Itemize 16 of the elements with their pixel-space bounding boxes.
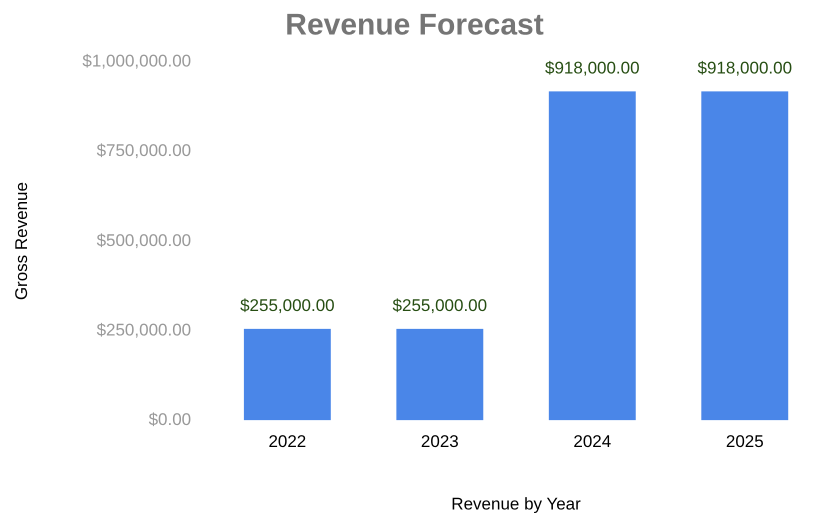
y-tick-label: $750,000.00 [96, 141, 192, 160]
y-tick-label: $1,000,000.00 [82, 52, 192, 71]
x-axis-title: Revenue by Year [451, 494, 582, 514]
y-tick-label: $500,000.00 [96, 230, 192, 250]
y-tick-label: $0.00 [148, 410, 192, 429]
chart-title: Revenue Forecast [285, 8, 544, 42]
x-tick-label: 2023 [420, 432, 459, 452]
x-tick-label: 2025 [726, 432, 764, 452]
data-label: $918,000.00 [697, 58, 792, 78]
data-label: $255,000.00 [392, 296, 488, 316]
data-label: $918,000.00 [545, 58, 640, 78]
y-tick-label: $250,000.00 [96, 320, 192, 340]
x-tick-label: 2024 [573, 432, 612, 452]
data-label: $255,000.00 [240, 296, 335, 316]
y-axis-title: Gross Revenue [12, 182, 31, 300]
x-tick-label: 2022 [268, 432, 306, 452]
